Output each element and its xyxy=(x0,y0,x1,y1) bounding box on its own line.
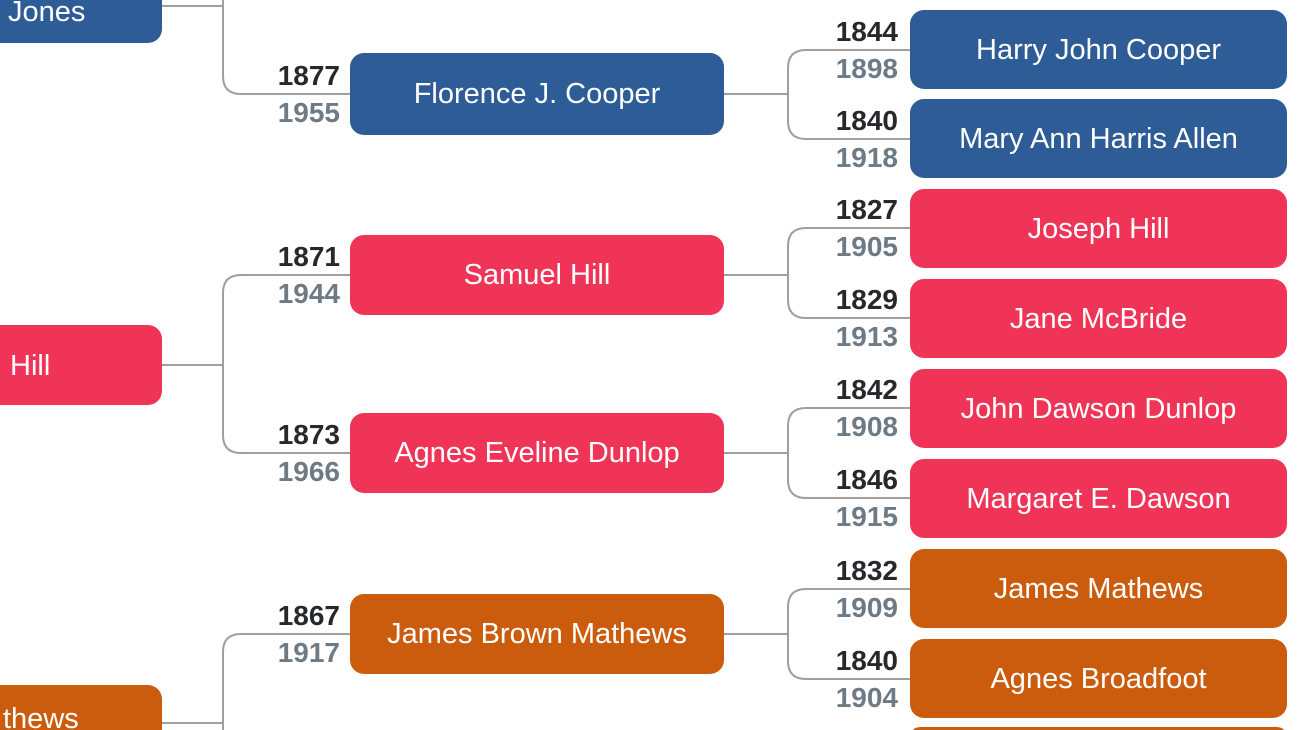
birth-year-joseph: 1827 xyxy=(835,194,898,225)
node-hill[interactable]: Hill xyxy=(0,325,162,405)
node-florence-j-cooper[interactable]: Florence J. Cooper xyxy=(350,53,724,135)
death-year-james-mathews: 1909 xyxy=(835,592,898,623)
node-samuel-hill[interactable]: Samuel Hill xyxy=(350,235,724,315)
death-year-joseph: 1905 xyxy=(835,231,898,262)
death-year-samuel: 1944 xyxy=(277,278,340,309)
birth-year-florence: 1877 xyxy=(277,60,340,91)
node-hill-label: Hill xyxy=(10,350,51,382)
node-joseph-hill-name: Joseph Hill xyxy=(1027,212,1170,245)
node-harry-john-cooper[interactable]: Harry John Cooper xyxy=(910,10,1287,89)
birth-year-samuel: 1871 xyxy=(277,241,340,272)
death-year-jane: 1913 xyxy=(835,321,898,352)
node-agnes-eveline-dunlop[interactable]: Agnes Eveline Dunlop xyxy=(350,413,724,493)
death-year-james-bm: 1917 xyxy=(277,637,340,668)
node-mary-ann-harris-allen[interactable]: Mary Ann Harris Allen xyxy=(910,99,1287,178)
node-agnes-eveline-dunlop-name: Agnes Eveline Dunlop xyxy=(394,437,680,469)
connector-cooper-parents-bracket xyxy=(787,49,910,140)
birth-year-mary: 1840 xyxy=(835,105,898,136)
node-margaret-e-dawson[interactable]: Margaret E. Dawson xyxy=(910,459,1287,538)
node-mathews-partial[interactable]: thews xyxy=(0,685,162,730)
node-james-brown-mathews[interactable]: James Brown Mathews xyxy=(350,594,724,674)
node-samuel-hill-name: Samuel Hill xyxy=(463,259,611,291)
node-mary-ann-harris-allen-name: Mary Ann Harris Allen xyxy=(959,122,1238,155)
death-year-agnes-dunlop: 1966 xyxy=(277,456,340,487)
node-florence-j-cooper-name: Florence J. Cooper xyxy=(413,78,661,110)
node-james-mathews[interactable]: James Mathews xyxy=(910,549,1287,628)
connector-joseph-jane-bracket xyxy=(787,227,910,319)
birth-year-agnes-broadfoot: 1840 xyxy=(835,645,898,676)
birth-year-james-mathews: 1832 xyxy=(835,555,898,586)
birth-year-james-bm: 1867 xyxy=(277,600,340,631)
connector-mathews-parents-bracket xyxy=(222,633,350,730)
node-james-mathews-name: James Mathews xyxy=(993,572,1204,605)
node-james-brown-mathews-name: James Brown Mathews xyxy=(387,618,687,650)
node-jane-mcbride-name: Jane McBride xyxy=(1009,302,1188,335)
node-jane-mcbride[interactable]: Jane McBride xyxy=(910,279,1287,358)
connector-dunlop-parents-bracket xyxy=(787,407,910,499)
node-john-dawson-dunlop[interactable]: John Dawson Dunlop xyxy=(910,369,1287,448)
connector-jones-parents-bracket xyxy=(222,0,350,95)
birth-year-agnes-dunlop: 1873 xyxy=(277,419,340,450)
death-year-john: 1908 xyxy=(835,411,898,442)
birth-year-margaret: 1846 xyxy=(835,464,898,495)
connector-james-agnes-bracket xyxy=(787,588,910,680)
birth-year-harry: 1844 xyxy=(835,16,898,47)
death-year-mary: 1918 xyxy=(835,142,898,173)
node-jones[interactable]: Jones xyxy=(0,0,162,43)
node-margaret-e-dawson-name: Margaret E. Dawson xyxy=(966,482,1231,515)
connector-hill-parents-bracket xyxy=(222,274,350,454)
node-next-partial[interactable] xyxy=(910,727,1287,730)
node-mathews-partial-label: thews xyxy=(3,703,79,730)
node-john-dawson-dunlop-name: John Dawson Dunlop xyxy=(960,392,1237,425)
death-year-agnes-broadfoot: 1904 xyxy=(835,682,898,713)
death-year-margaret: 1915 xyxy=(835,501,898,532)
node-agnes-broadfoot-name: Agnes Broadfoot xyxy=(990,662,1207,695)
death-year-harry: 1898 xyxy=(835,53,898,84)
death-year-florence: 1955 xyxy=(277,97,340,128)
birth-year-jane: 1829 xyxy=(835,284,898,315)
node-agnes-broadfoot[interactable]: Agnes Broadfoot xyxy=(910,639,1287,718)
node-joseph-hill[interactable]: Joseph Hill xyxy=(910,189,1287,268)
node-jones-label: Jones xyxy=(8,0,86,28)
node-harry-john-cooper-name: Harry John Cooper xyxy=(976,33,1221,66)
birth-year-john: 1842 xyxy=(835,374,898,405)
